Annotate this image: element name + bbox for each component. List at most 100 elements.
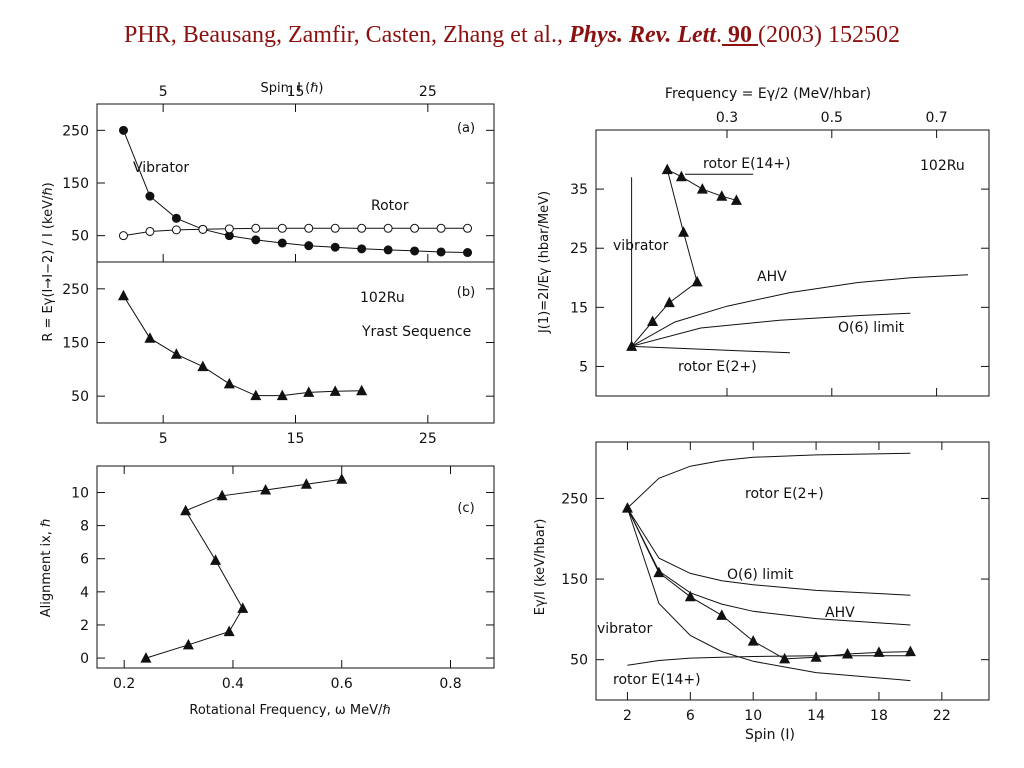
alignment-series-point bbox=[182, 638, 194, 650]
citation-authors: PHR, Beausang, Zamfir, Casten, Zhang et … bbox=[124, 22, 563, 48]
yrast-series-point bbox=[117, 289, 129, 301]
vibrator-series-point bbox=[251, 235, 261, 245]
br-rotor-e-2--series-line bbox=[627, 452, 911, 509]
vibrator-series-point bbox=[277, 238, 287, 248]
left-y-axis-label: R = Eγ(I→I−2) / I (keV/ℏ) bbox=[41, 182, 56, 341]
panel-a: 5 15 25 50 150 250 bbox=[62, 84, 495, 263]
panel-a-x-tick-label-top: 15 bbox=[287, 84, 305, 100]
panel-bottom-right: 2 6 10 14 18 22 50 150 250 bbox=[561, 441, 990, 724]
alignment-series-point bbox=[210, 554, 222, 565]
rotor-series-point bbox=[383, 223, 393, 233]
tr-o6-label: O(6) limit bbox=[838, 320, 905, 336]
panel-a-y-tick-label: 50 bbox=[71, 229, 89, 245]
rotor-series-point bbox=[171, 225, 181, 235]
br-102ru-series-point bbox=[621, 502, 633, 513]
panel-br-x-tick-label: 18 bbox=[870, 708, 888, 724]
panel-br-x-tick-label: 2 bbox=[623, 708, 632, 724]
rotor-series-point bbox=[277, 223, 287, 233]
panel-b-label: (b) bbox=[457, 285, 475, 300]
panel-c-y-tick-label: 0 bbox=[80, 651, 89, 667]
panel-b-x-tick-label: 5 bbox=[159, 431, 168, 447]
panel-br-y-tick-label: 150 bbox=[561, 572, 588, 588]
alignment-series-point bbox=[223, 625, 235, 637]
rotor-label: Rotor bbox=[371, 198, 409, 214]
panel-tr-x-tick-label-top: 0.7 bbox=[925, 110, 947, 126]
panel-br-x-tick-label: 10 bbox=[744, 708, 762, 724]
panel-c: 0.2 0.4 0.6 0.8 0 2 4 6 8 10 bbox=[71, 465, 495, 692]
br-o-6-limit-series-line bbox=[626, 507, 911, 596]
yrast-series-point bbox=[170, 348, 182, 359]
tr-102ru-series-point bbox=[696, 183, 708, 194]
br-vibrator-label: vibrator bbox=[597, 621, 652, 637]
tr-102ru-series-point bbox=[678, 226, 690, 237]
rotor-series-point bbox=[304, 223, 314, 233]
rotor-series-point bbox=[118, 231, 128, 241]
rotor-series-point bbox=[251, 223, 261, 233]
br-102ru-series-point bbox=[779, 652, 791, 664]
tr-102ru-series-point bbox=[716, 190, 728, 201]
citation-header: PHR, Beausang, Zamfir, Casten, Zhang et … bbox=[0, 22, 1024, 49]
nucleus-label-b: 102Ru bbox=[360, 290, 405, 306]
tr-102ru-series-line bbox=[631, 168, 737, 347]
vibrator-series-point bbox=[304, 241, 314, 251]
citation-volume: 90 bbox=[722, 22, 759, 48]
vibrator-series-point bbox=[330, 242, 340, 252]
yrast-series-point bbox=[276, 389, 288, 401]
panel-b-x-tick-label: 25 bbox=[419, 431, 437, 447]
tr-102ru-series-point bbox=[675, 170, 687, 182]
panel-c-x-tick-label: 0.4 bbox=[222, 676, 244, 692]
tr-102ru-series-point bbox=[661, 163, 673, 175]
panel-c-y-tick-label: 10 bbox=[71, 485, 89, 501]
panel-b-y-tick-label: 50 bbox=[71, 389, 89, 405]
alignment-series-point bbox=[336, 473, 348, 484]
panel-br-x-tick-label: 22 bbox=[933, 708, 951, 724]
tr-o-6-limit-series-line bbox=[631, 312, 911, 347]
bottom-right-x-axis-label: Spin (I) bbox=[745, 727, 795, 743]
panel-c-x-tick-label: 0.8 bbox=[439, 676, 461, 692]
yrast-series-point bbox=[223, 377, 235, 389]
panel-br-frame bbox=[595, 441, 990, 701]
rotor-series-point bbox=[224, 224, 234, 234]
br-o6-label: O(6) limit bbox=[727, 567, 794, 583]
alignment-series-point bbox=[237, 602, 249, 613]
vibrator-series-point bbox=[463, 248, 473, 258]
panel-a-label: (a) bbox=[457, 121, 475, 136]
vibrator-series-point bbox=[410, 246, 420, 256]
rotor-series-point bbox=[410, 223, 420, 233]
tr-rotor-e-2--series-line bbox=[631, 345, 790, 354]
tr-102ru-series-point bbox=[730, 194, 742, 205]
citation-dot: . bbox=[716, 22, 723, 48]
panel-a-y-tick-label: 250 bbox=[62, 123, 89, 139]
panel-c-y-tick-label: 2 bbox=[80, 618, 89, 634]
panel-br-y-tick-label: 250 bbox=[561, 491, 588, 507]
yrast-series-point bbox=[250, 389, 262, 401]
tr-102ru-series-point bbox=[691, 275, 703, 287]
panel-b: 5 15 25 50 150 250 bbox=[62, 261, 495, 447]
citation-year: (2003) bbox=[758, 22, 822, 48]
panel-b-y-tick-label: 150 bbox=[62, 336, 89, 352]
br-rotor-e-14--series-line bbox=[627, 655, 911, 666]
panel-tr-x-tick-label-top: 0.3 bbox=[716, 110, 738, 126]
panel-c-x-tick-label: 0.6 bbox=[331, 676, 353, 692]
alignment-series-point bbox=[140, 652, 152, 663]
spin-top-axis-label: Spin, I (ℏ) bbox=[261, 81, 324, 96]
panel-b-x-tick-label: 15 bbox=[287, 431, 305, 447]
br-vibrator-series-line bbox=[626, 507, 911, 682]
panel-b-y-tick-label: 250 bbox=[62, 282, 89, 298]
panel-c-x-axis-label: Rotational Frequency, ω MeV/ℏ bbox=[189, 703, 390, 718]
panel-tr-y-tick-label: 35 bbox=[570, 182, 588, 198]
panel-tr-y-tick-label: 5 bbox=[579, 359, 588, 375]
frequency-top-axis-label: Frequency = Eγ/2 (MeV/hbar) bbox=[665, 86, 871, 102]
panel-tr-y-tick-label: 25 bbox=[570, 241, 588, 257]
alignment-series-point bbox=[180, 504, 192, 516]
yrast-series-line bbox=[123, 295, 362, 397]
panel-a-x-tick-label-top: 25 bbox=[419, 84, 437, 100]
tr-102ru-series-point bbox=[663, 296, 675, 308]
vibrator-series-point bbox=[145, 191, 155, 201]
panel-c-y-tick-label: 6 bbox=[80, 552, 89, 568]
tr-vibrator-label: vibrator bbox=[613, 238, 668, 254]
tr-ahv-label: AHV bbox=[757, 269, 787, 285]
alignment-series-point bbox=[216, 489, 228, 501]
panel-br-x-tick-label: 6 bbox=[686, 708, 695, 724]
